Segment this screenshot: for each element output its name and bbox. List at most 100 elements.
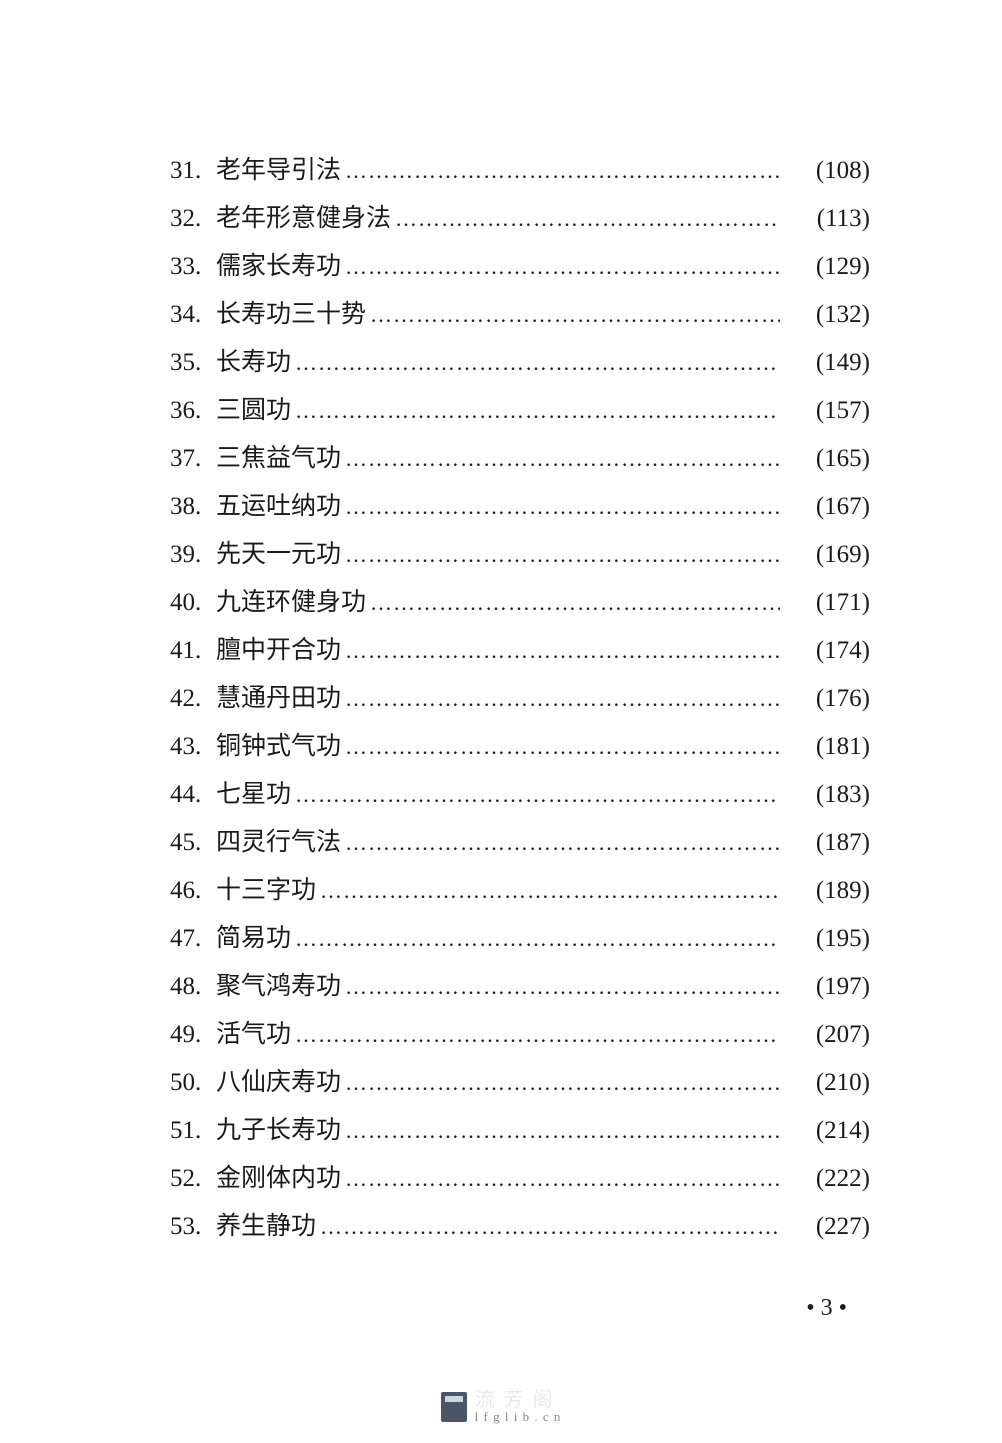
toc-entry: 48.聚气鸿寿功………………………………………………………………………………(1… xyxy=(170,966,870,1014)
entry-number: 42. xyxy=(170,685,216,713)
entry-title: 儒家长寿功 xyxy=(216,246,345,282)
entry-leader: ……………………………………………………………………………… xyxy=(295,782,780,808)
entry-title: 八仙庆寿功 xyxy=(216,1062,345,1098)
toc-entry: 51.九子长寿功………………………………………………………………………………(2… xyxy=(170,1110,870,1158)
entry-page: (157) xyxy=(780,397,870,425)
toc-entry: 47.简易功………………………………………………………………………………(195… xyxy=(170,918,870,966)
toc-entry: 40.九连环健身功………………………………………………………………………………(… xyxy=(170,582,870,630)
entry-title: 九连环健身功 xyxy=(216,582,370,618)
entry-leader: ……………………………………………………………………………… xyxy=(345,254,780,280)
entry-page: (129) xyxy=(780,253,870,281)
entry-page: (187) xyxy=(780,829,870,857)
entry-page: (176) xyxy=(780,685,870,713)
entry-page: (183) xyxy=(780,781,870,809)
entry-leader: ……………………………………………………………………………… xyxy=(345,830,780,856)
toc-entry: 49.活气功………………………………………………………………………………(207… xyxy=(170,1014,870,1062)
entry-leader: ……………………………………………………………………………… xyxy=(370,302,780,328)
entry-title: 老年形意健身法 xyxy=(216,198,395,234)
entry-leader: ……………………………………………………………………………… xyxy=(295,398,780,424)
toc-entry: 31.老年导引法………………………………………………………………………………(1… xyxy=(170,150,870,198)
footer-sub: l f g l i b . c n xyxy=(475,1410,562,1423)
entry-page: (113) xyxy=(780,205,870,233)
entry-number: 43. xyxy=(170,733,216,761)
toc-entry: 33.儒家长寿功………………………………………………………………………………(1… xyxy=(170,246,870,294)
entry-number: 39. xyxy=(170,541,216,569)
toc-entry: 39.先天一元功………………………………………………………………………………(1… xyxy=(170,534,870,582)
entry-number: 36. xyxy=(170,397,216,425)
entry-page: (181) xyxy=(780,733,870,761)
toc-entry: 36.三圆功………………………………………………………………………………(157… xyxy=(170,390,870,438)
toc-entry: 46.十三字功………………………………………………………………………………(18… xyxy=(170,870,870,918)
toc-entry: 42.慧通丹田功………………………………………………………………………………(1… xyxy=(170,678,870,726)
entry-number: 40. xyxy=(170,589,216,617)
entry-title: 三焦益气功 xyxy=(216,438,345,474)
entry-leader: ……………………………………………………………………………… xyxy=(345,686,780,712)
entry-leader: ……………………………………………………………………………… xyxy=(345,1118,780,1144)
toc-entry: 52.金刚体内功………………………………………………………………………………(2… xyxy=(170,1158,870,1206)
entry-page: (222) xyxy=(780,1165,870,1193)
toc-entry: 41.膻中开合功………………………………………………………………………………(1… xyxy=(170,630,870,678)
entry-number: 50. xyxy=(170,1069,216,1097)
footer-text: 流 芳 阁 l f g l i b . c n xyxy=(475,1390,562,1423)
entry-number: 51. xyxy=(170,1117,216,1145)
entry-title: 长寿功三十势 xyxy=(216,294,370,330)
page-number: • 3 • xyxy=(806,1295,847,1322)
entry-title: 先天一元功 xyxy=(216,534,345,570)
entry-page: (167) xyxy=(780,493,870,521)
entry-title: 活气功 xyxy=(216,1014,295,1050)
entry-title: 简易功 xyxy=(216,918,295,954)
footer: 流 芳 阁 l f g l i b . c n xyxy=(0,1390,1002,1423)
toc-entry: 45.四灵行气法………………………………………………………………………………(1… xyxy=(170,822,870,870)
entry-leader: ……………………………………………………………………………… xyxy=(345,1166,780,1192)
entry-leader: ……………………………………………………………………………… xyxy=(345,974,780,1000)
entry-page: (171) xyxy=(780,589,870,617)
toc-entry: 35.长寿功………………………………………………………………………………(149… xyxy=(170,342,870,390)
entry-title: 长寿功 xyxy=(216,342,295,378)
entry-page: (169) xyxy=(780,541,870,569)
entry-title: 膻中开合功 xyxy=(216,630,345,666)
entry-page: (149) xyxy=(780,349,870,377)
entry-page: (227) xyxy=(780,1213,870,1241)
entry-number: 41. xyxy=(170,637,216,665)
entry-title: 四灵行气法 xyxy=(216,822,345,858)
toc-entry: 43.铜钟式气功………………………………………………………………………………(1… xyxy=(170,726,870,774)
footer-main: 流 芳 阁 xyxy=(475,1390,562,1410)
entry-title: 七星功 xyxy=(216,774,295,810)
entry-leader: ……………………………………………………………………………… xyxy=(345,542,780,568)
entry-leader: ……………………………………………………………………………… xyxy=(345,494,780,520)
entry-number: 34. xyxy=(170,301,216,329)
entry-number: 47. xyxy=(170,925,216,953)
entry-title: 老年导引法 xyxy=(216,150,345,186)
entry-leader: ……………………………………………………………………………… xyxy=(370,590,780,616)
entry-title: 聚气鸿寿功 xyxy=(216,966,345,1002)
entry-page: (207) xyxy=(780,1021,870,1049)
entry-number: 44. xyxy=(170,781,216,809)
entry-leader: ……………………………………………………………………………… xyxy=(320,878,780,904)
entry-number: 35. xyxy=(170,349,216,377)
entry-title: 三圆功 xyxy=(216,390,295,426)
entry-number: 49. xyxy=(170,1021,216,1049)
entry-title: 金刚体内功 xyxy=(216,1158,345,1194)
entry-page: (210) xyxy=(780,1069,870,1097)
entry-number: 38. xyxy=(170,493,216,521)
entry-number: 53. xyxy=(170,1213,216,1241)
entry-page: (132) xyxy=(780,301,870,329)
entry-leader: ……………………………………………………………………………… xyxy=(345,446,780,472)
toc-container: 31.老年导引法………………………………………………………………………………(1… xyxy=(170,150,870,1254)
entry-number: 48. xyxy=(170,973,216,1001)
toc-entry: 50.八仙庆寿功………………………………………………………………………………(2… xyxy=(170,1062,870,1110)
entry-leader: ……………………………………………………………………………… xyxy=(295,350,780,376)
entry-page: (165) xyxy=(780,445,870,473)
toc-entry: 44.七星功………………………………………………………………………………(183… xyxy=(170,774,870,822)
entry-leader: ……………………………………………………………………………… xyxy=(345,158,780,184)
toc-entry: 38.五运吐纳功………………………………………………………………………………(1… xyxy=(170,486,870,534)
entry-leader: ……………………………………………………………………………… xyxy=(395,206,780,232)
toc-entry: 53.养生静功………………………………………………………………………………(22… xyxy=(170,1206,870,1254)
book-icon xyxy=(441,1392,467,1422)
entry-title: 养生静功 xyxy=(216,1206,320,1242)
entry-page: (214) xyxy=(780,1117,870,1145)
entry-page: (189) xyxy=(780,877,870,905)
entry-number: 33. xyxy=(170,253,216,281)
entry-title: 铜钟式气功 xyxy=(216,726,345,762)
entry-leader: ……………………………………………………………………………… xyxy=(345,638,780,664)
